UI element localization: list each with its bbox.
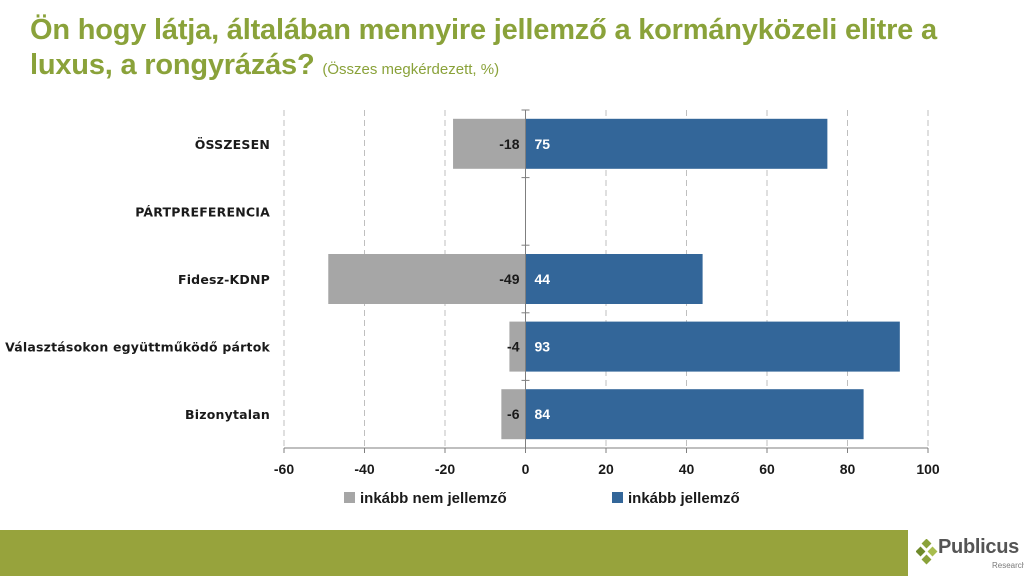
publicus-logo-tagline: Research bbox=[992, 561, 1024, 570]
bar-positive bbox=[525, 254, 703, 304]
bar-negative bbox=[501, 389, 526, 440]
legend-label: inkább jellemző bbox=[628, 490, 740, 507]
x-tick-label: 60 bbox=[759, 461, 775, 477]
data-label-positive: 84 bbox=[535, 406, 551, 422]
data-label-positive: 93 bbox=[535, 339, 551, 355]
category-label: PÁRTPREFERENCIA bbox=[135, 204, 270, 219]
category-label: ÖSSZESEN bbox=[195, 137, 270, 152]
category-label: Bizonytalan bbox=[185, 407, 270, 422]
chart-title: Ön hogy látja, általában mennyire jellem… bbox=[30, 13, 990, 87]
legend-swatch bbox=[344, 492, 355, 503]
data-label-positive: 75 bbox=[535, 136, 551, 152]
bar-negative bbox=[328, 254, 526, 304]
bar-positive bbox=[525, 389, 864, 440]
x-tick-label: 100 bbox=[916, 461, 940, 477]
category-label: Fidesz-KDNP bbox=[178, 272, 270, 287]
chart-title-sub: (Összes megkérdezett, %) bbox=[322, 61, 500, 78]
x-tick-label: -20 bbox=[435, 461, 455, 477]
data-label-positive: 44 bbox=[535, 271, 551, 287]
x-tick-label: 80 bbox=[840, 461, 856, 477]
footer-band bbox=[0, 530, 1024, 576]
chart-legend: inkább nem jellemző inkább jellemző bbox=[344, 490, 740, 507]
x-tick-label: 40 bbox=[679, 461, 695, 477]
x-tick-label: -40 bbox=[354, 461, 374, 477]
data-label-negative: -6 bbox=[507, 406, 520, 422]
x-tick-label: 20 bbox=[598, 461, 614, 477]
category-label: Választásokon együttműködő pártok bbox=[5, 340, 270, 355]
publicus-logo: Publicus Research bbox=[908, 530, 1024, 576]
x-tick-label: 0 bbox=[522, 461, 530, 477]
data-label-negative: -4 bbox=[507, 339, 520, 355]
publicus-logo-name: Publicus bbox=[938, 536, 1019, 558]
bar-positive bbox=[525, 321, 900, 372]
bar-negative bbox=[453, 118, 526, 169]
publicus-diamond-icon bbox=[916, 539, 938, 565]
data-label-negative: -18 bbox=[499, 136, 519, 152]
bar-negative bbox=[509, 321, 526, 372]
x-tick-label: -60 bbox=[274, 461, 294, 477]
bar-positive bbox=[525, 118, 828, 169]
legend-swatch bbox=[612, 492, 623, 503]
chart-axis: -60 -40 -20 0 20 40 60 80 100 bbox=[274, 109, 940, 477]
legend-label: inkább nem jellemző bbox=[360, 490, 507, 507]
category-labels: ÖSSZESEN PÁRTPREFERENCIA Fidesz-KDNP Válasz… bbox=[5, 137, 270, 422]
diverging-bar-chart: -18 75 -49 44 -4 93 -6 84 -60 -40 -20 0 20 40 60 80 100… bbox=[5, 109, 940, 507]
data-label-negative: -49 bbox=[499, 271, 519, 287]
chart-title-main: Ön hogy látja, általában mennyire jellem… bbox=[30, 14, 937, 81]
chart-bars: -18 75 -49 44 -4 93 -6 84 bbox=[328, 118, 900, 440]
